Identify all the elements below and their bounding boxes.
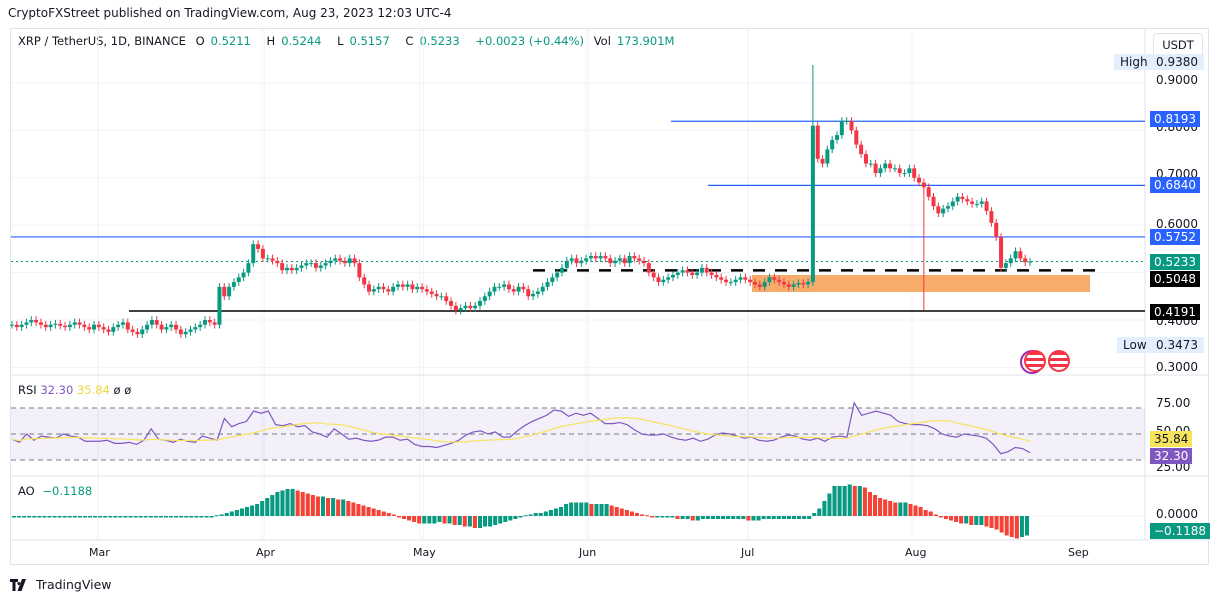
published-caption: CryptoFXStreet published on TradingView.… (8, 6, 452, 20)
close-value: C 0.5233 (405, 34, 460, 48)
time-tick: Jun (579, 546, 597, 559)
us-flag-icon[interactable] (1048, 350, 1070, 372)
economic-events[interactable] (1020, 350, 1070, 374)
rsi-extra-value: ø (113, 383, 121, 397)
rsi-ma-tag: 35.84 (1150, 431, 1193, 447)
high-label: High (1114, 54, 1154, 70)
price-tick: 0.3000 (1156, 360, 1198, 374)
rsi-value: 32.30 (40, 383, 74, 397)
level-tag-resistance-3: 0.5752 (1150, 229, 1200, 245)
level-tag-resistance-2: 0.6840 (1150, 177, 1200, 193)
symbol-title[interactable]: XRP / TetherUS, 1D, BINANCE (18, 34, 186, 48)
tradingview-icon (10, 578, 26, 591)
level-tag-support-1: 0.5048 (1150, 271, 1200, 287)
ao-value: −0.1188 (42, 484, 93, 498)
chart-frame (10, 28, 1209, 565)
high-value: 0.9380 (1150, 54, 1204, 70)
rsi-extra-value: ø (124, 383, 132, 397)
change-value: +0.0023 (+0.44%) (475, 34, 585, 48)
time-tick: Aug (905, 546, 927, 559)
level-tag-support-2: 0.4191 (1150, 304, 1200, 320)
open-value: O 0.5211 (195, 34, 251, 48)
tradingview-logo[interactable]: TradingView (10, 577, 112, 592)
symbol-legend: XRP / TetherUS, 1D, BINANCE O 0.5211 H 0.5… (18, 34, 686, 48)
rsi-ma-value: 35.84 (76, 383, 110, 397)
rsi-legend: RSI 32.30 35.84 ø ø (18, 383, 131, 397)
ao-label: AO (18, 484, 35, 498)
time-tick: Apr (256, 546, 276, 559)
price-tick: 0.9000 (1156, 73, 1198, 87)
rsi-tick: 75.00 (1156, 396, 1191, 410)
last-price-tag: 0.5233 (1150, 254, 1200, 270)
ao-tick: 0.0000 (1156, 507, 1198, 521)
ao-tag: −0.1188 (1150, 523, 1211, 539)
us-flag-icon[interactable] (1024, 350, 1046, 372)
volume-value: Vol 173.901M (593, 34, 675, 48)
price-tick: 0.6000 (1156, 217, 1198, 231)
time-tick: May (413, 546, 436, 559)
low-value: L 0.5157 (337, 34, 390, 48)
low-label: Low (1117, 337, 1153, 353)
low-value: 0.3473 (1150, 337, 1204, 353)
ao-legend: AO −0.1188 (18, 484, 92, 498)
time-tick: Sep (1068, 546, 1089, 559)
level-tag-resistance-1: 0.8193 (1150, 111, 1200, 127)
rsi-label: RSI (18, 383, 37, 397)
high-value: H 0.5244 (266, 34, 322, 48)
time-tick: Mar (89, 546, 110, 559)
rsi-tag: 32.30 (1150, 448, 1193, 464)
brand-name: TradingView (36, 577, 112, 592)
time-tick: Jul (741, 546, 755, 559)
